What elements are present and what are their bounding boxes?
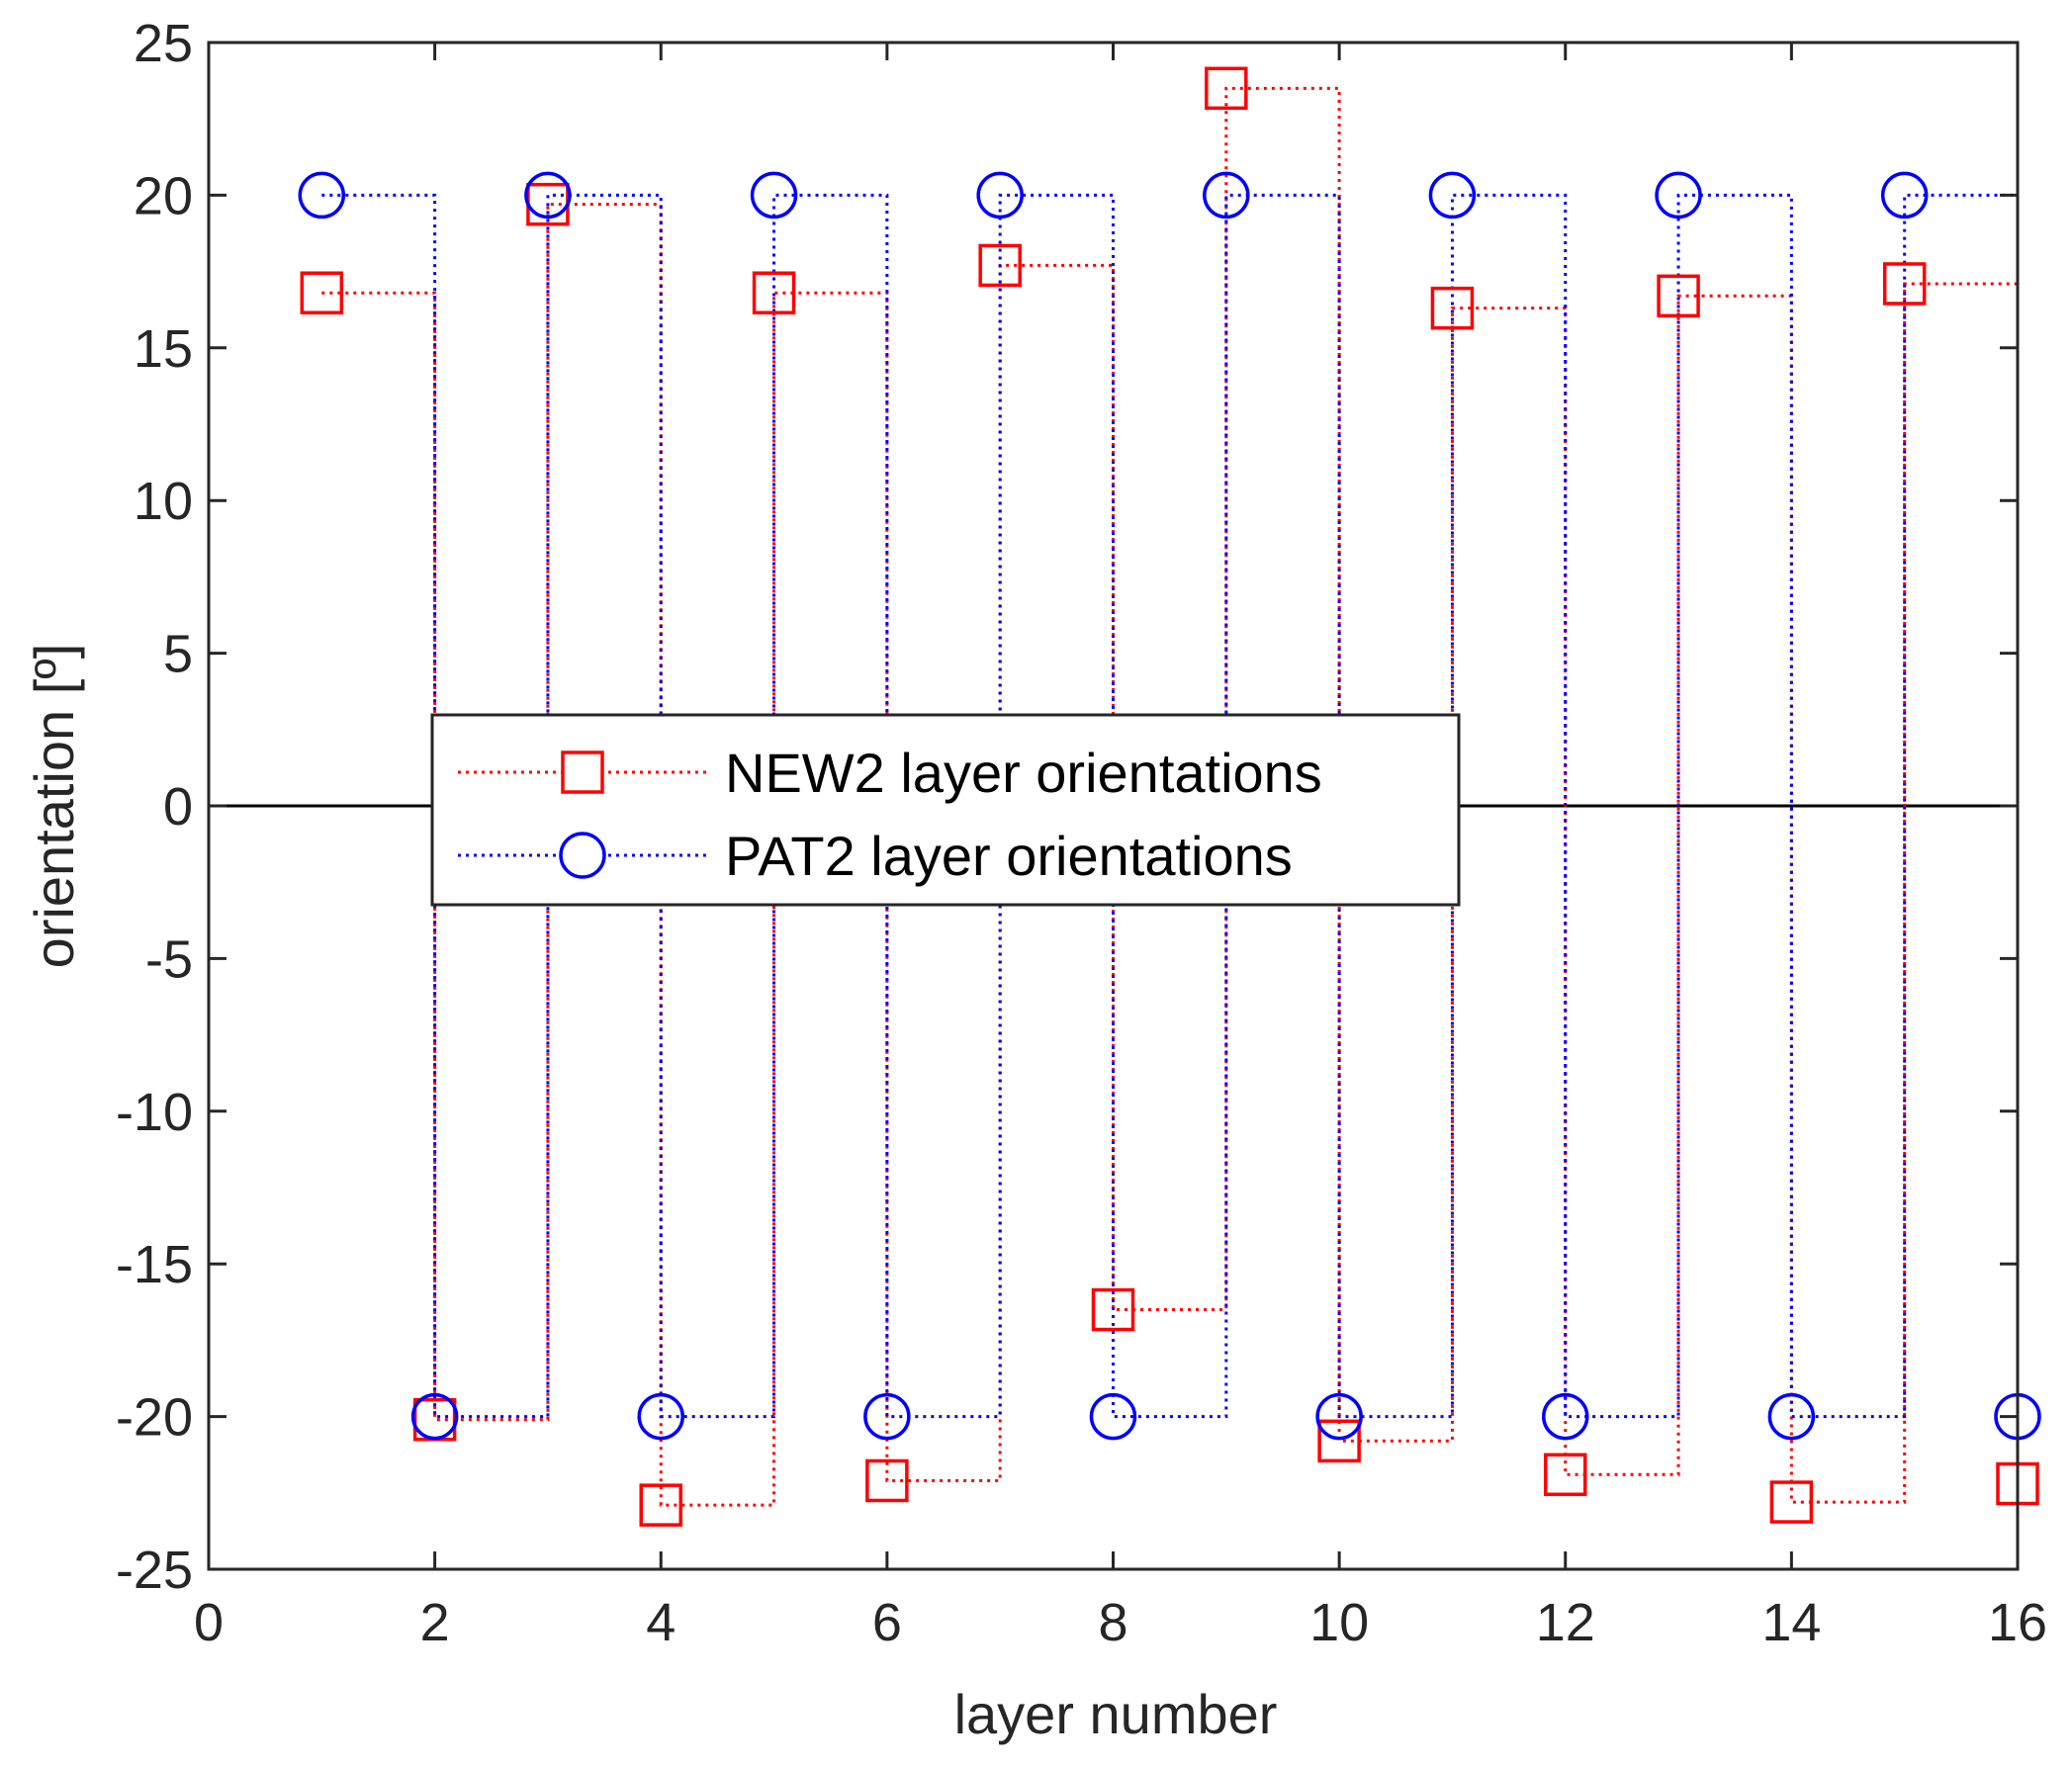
series-1-marker-15 bbox=[1882, 262, 1927, 306]
series-1-marker-10 bbox=[1317, 1419, 1361, 1463]
legend-marker-1 bbox=[561, 751, 604, 794]
series-2-marker-6 bbox=[863, 1392, 911, 1441]
y-axis-label: orientation [º] bbox=[23, 644, 85, 969]
series-2-marker-11 bbox=[1428, 171, 1477, 220]
x-tick-label: 6 bbox=[872, 1593, 902, 1652]
y-tick-label: -15 bbox=[116, 1235, 193, 1294]
x-axis-label: layer number bbox=[954, 1683, 1278, 1745]
series-2-marker-15 bbox=[1880, 171, 1929, 220]
x-tick-label: 0 bbox=[194, 1593, 224, 1652]
series-2-marker-13 bbox=[1655, 171, 1702, 220]
series-2-marker-2 bbox=[410, 1392, 459, 1441]
y-tick-label: 10 bbox=[134, 472, 193, 531]
x-tick-label: 2 bbox=[420, 1593, 450, 1652]
series-line-2 bbox=[321, 193, 2020, 1419]
legend-label-1: NEW2 layer orientations bbox=[725, 742, 1322, 804]
series-1-marker-8 bbox=[1091, 1287, 1135, 1332]
series-2-marker-4 bbox=[637, 1392, 684, 1441]
series-2-marker-12 bbox=[1542, 1392, 1589, 1441]
x-tick-label: 12 bbox=[1536, 1593, 1595, 1652]
series-2-marker-10 bbox=[1315, 1392, 1363, 1441]
legend-box bbox=[430, 713, 1461, 907]
y-tick-label: 25 bbox=[134, 14, 193, 73]
x-tick-label: 8 bbox=[1098, 1593, 1127, 1652]
series-1-marker-1 bbox=[300, 271, 344, 314]
series-2-marker-7 bbox=[976, 171, 1024, 220]
x-tick-label: 14 bbox=[1761, 1593, 1821, 1652]
y-tick-label: -10 bbox=[116, 1083, 193, 1142]
series-1-marker-13 bbox=[1657, 274, 1700, 318]
legend-label-2: PAT2 layer orientations bbox=[725, 825, 1293, 887]
x-tick-label: 16 bbox=[1988, 1593, 2047, 1652]
series-1-marker-4 bbox=[639, 1483, 682, 1527]
series-2-marker-3 bbox=[524, 171, 572, 220]
series-2-marker-8 bbox=[1089, 1392, 1137, 1441]
y-tick-label: 20 bbox=[134, 166, 193, 225]
x-tick-label: 10 bbox=[1309, 1593, 1369, 1652]
y-tick-label: -25 bbox=[116, 1541, 193, 1600]
series-1-marker-14 bbox=[1769, 1480, 1814, 1524]
y-tick-label: -20 bbox=[116, 1388, 193, 1448]
legend: NEW2 layer orientations PAT2 layer orient… bbox=[430, 713, 1461, 907]
y-tick-label: -5 bbox=[145, 929, 193, 989]
series-2-marker-14 bbox=[1767, 1392, 1816, 1441]
y-tick-label: 5 bbox=[163, 625, 193, 684]
x-axis: 0 2 4 6 8 10 12 14 16 bbox=[194, 43, 2047, 1652]
series-2-marker-5 bbox=[750, 171, 798, 220]
series-2-marker-9 bbox=[1203, 171, 1250, 220]
y-tick-label: 15 bbox=[134, 319, 193, 379]
y-tick-label: 0 bbox=[163, 777, 193, 837]
series-2-marker-1 bbox=[298, 171, 346, 220]
legend-marker-2 bbox=[559, 832, 606, 879]
series-1-marker-5 bbox=[752, 271, 796, 314]
x-tick-label: 4 bbox=[646, 1593, 676, 1652]
series-1-marker-7 bbox=[978, 243, 1022, 288]
series-1-marker-9 bbox=[1205, 66, 1248, 111]
series-1-marker-12 bbox=[1544, 1453, 1587, 1497]
series-1-marker-11 bbox=[1430, 286, 1475, 330]
series-1-marker-6 bbox=[865, 1458, 909, 1503]
y-axis: -25 -20 -15 -10 -5 0 5 10 15 20 25 bbox=[116, 14, 2018, 1600]
